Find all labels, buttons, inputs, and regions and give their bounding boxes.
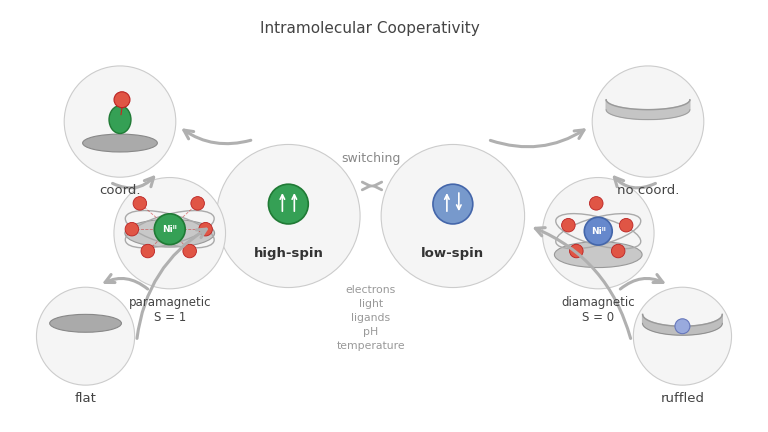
Circle shape [125,222,139,236]
Text: high-spin: high-spin [253,247,323,260]
Ellipse shape [125,219,214,247]
Circle shape [199,222,213,236]
Ellipse shape [83,134,157,152]
Ellipse shape [50,314,121,332]
Text: low-spin: low-spin [422,247,485,260]
Text: Intramolecular Cooperativity: Intramolecular Cooperativity [260,21,480,36]
Circle shape [133,197,147,210]
FancyArrowPatch shape [105,275,147,289]
Ellipse shape [554,242,642,267]
Circle shape [611,245,625,258]
Circle shape [592,66,703,177]
Circle shape [634,287,732,385]
Circle shape [381,144,525,288]
Text: switching: switching [341,152,400,165]
Circle shape [154,214,185,245]
Circle shape [183,245,197,258]
Circle shape [65,66,176,177]
Circle shape [433,184,473,224]
Text: no coord.: no coord. [617,184,679,197]
Text: electrons
light
ligands
pH
temperature: electrons light ligands pH temperature [336,285,405,351]
Circle shape [561,219,575,232]
FancyArrowPatch shape [535,228,631,338]
Circle shape [590,197,603,210]
Circle shape [114,92,130,108]
Circle shape [675,319,690,334]
Circle shape [217,144,360,288]
Polygon shape [643,314,722,335]
Text: Niᴵᴵ: Niᴵᴵ [591,227,606,236]
Circle shape [36,287,134,385]
FancyArrowPatch shape [137,229,207,338]
Text: coord.: coord. [99,184,141,197]
Ellipse shape [109,106,131,133]
Text: ruffled: ruffled [660,392,704,405]
Circle shape [191,197,204,210]
Text: flat: flat [74,392,97,405]
Polygon shape [606,100,690,120]
Circle shape [141,245,154,258]
FancyArrowPatch shape [113,177,154,188]
Text: Niᴵᴵ: Niᴵᴵ [162,225,177,234]
FancyArrowPatch shape [491,130,584,147]
Circle shape [619,219,633,232]
Circle shape [114,178,226,289]
Text: diamagnetic
S = 0: diamagnetic S = 0 [561,296,635,324]
FancyArrowPatch shape [621,275,663,289]
Circle shape [570,245,583,258]
Circle shape [542,178,654,289]
FancyArrowPatch shape [362,182,382,190]
FancyArrowPatch shape [184,130,251,144]
Circle shape [584,217,612,245]
FancyArrowPatch shape [614,177,655,188]
Circle shape [269,184,308,224]
Text: paramagnetic
S = 1: paramagnetic S = 1 [128,296,211,324]
